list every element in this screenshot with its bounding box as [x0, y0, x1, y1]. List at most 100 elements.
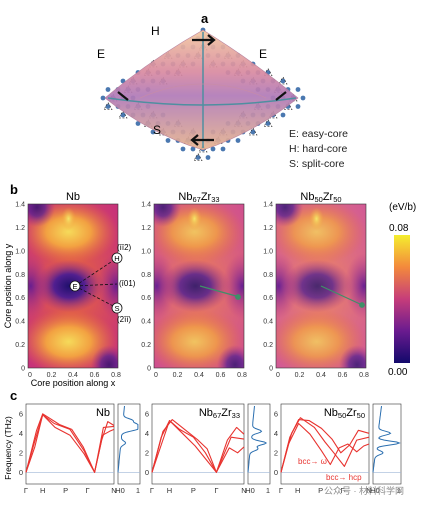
- nb-map-e-marker: E: [72, 282, 77, 291]
- map-x-tick: 0.8: [111, 372, 121, 379]
- legend-easy-core: E: easy-core: [289, 128, 348, 140]
- atom: [235, 138, 241, 143]
- map-basin-left: [276, 253, 299, 319]
- dos-frame: [247, 403, 271, 485]
- energy-maps: [27, 203, 367, 369]
- map-basin-corner: [154, 204, 181, 227]
- phonon-branch: [280, 417, 370, 473]
- map-cool-basin-center: [35, 259, 104, 313]
- k-point-label: Γ: [341, 486, 345, 495]
- lattice-triangle: [248, 127, 258, 136]
- atom: [180, 146, 186, 152]
- atom: [300, 95, 306, 101]
- map-basin-left: [28, 253, 51, 319]
- core-arrows: [117, 34, 287, 146]
- map-x-tick: 0.2: [295, 372, 305, 379]
- map-x-tick: 0.6: [338, 372, 348, 379]
- phonon-plot-title: Nb50Zr50: [324, 407, 365, 420]
- map-basin-corner: [91, 345, 118, 368]
- lattice-triangle: [118, 110, 128, 119]
- map-frame: [275, 203, 367, 369]
- k-point-label: P: [318, 486, 323, 495]
- phonon-plot: Nb Γ H P Γ NH0 1 6 4 2 0: [19, 403, 141, 495]
- atom: [105, 87, 111, 92]
- map-y-tick: 1.2: [263, 225, 273, 232]
- frequency-tick-label: 4: [145, 429, 149, 438]
- atom: [195, 155, 201, 160]
- energy-map: [28, 204, 118, 368]
- lattice-triangle: [283, 101, 293, 110]
- map-x-axis-label: Core position along x: [31, 378, 116, 388]
- dispersion-frame: [25, 403, 115, 485]
- lattice-triangle: [263, 118, 273, 127]
- map-y-tick: 1.4: [263, 202, 273, 209]
- annotation-bcc-hcp: bcc→ hcp: [326, 473, 362, 482]
- map-y-tick: 1.4: [141, 202, 151, 209]
- phonon-branch: [280, 422, 370, 473]
- panel-b-label: b: [10, 182, 18, 197]
- label-split-core: S: [153, 123, 161, 137]
- dos-tick-label: H0: [115, 486, 125, 495]
- atom: [135, 121, 141, 126]
- atom: [210, 146, 216, 152]
- annotation-bcc-omega: bcc→ ω: [298, 457, 327, 466]
- map-y-tick: 0.6: [263, 295, 273, 302]
- frequency-tick-label: 4: [274, 429, 278, 438]
- phonon-dos-curve: [117, 405, 139, 473]
- map-x-tick: 0.4: [68, 372, 78, 379]
- map-y-tick: 0.4: [141, 319, 151, 326]
- atom: [295, 87, 301, 92]
- legend-split-core: S: split-core: [289, 158, 345, 170]
- atom: [250, 129, 256, 135]
- label-hard-core: H: [151, 24, 160, 38]
- map-x-tick: 0: [276, 372, 280, 379]
- map-y-tick: 1.0: [141, 248, 151, 255]
- map-y-tick: 0.2: [141, 342, 151, 349]
- k-point-label: N: [111, 486, 116, 495]
- surface-contour: [139, 83, 267, 99]
- phonon-branch: [25, 413, 115, 473]
- k-point-label: H: [40, 486, 45, 495]
- k-point-label: Γ: [279, 486, 283, 495]
- map-y-tick: 0: [269, 366, 273, 373]
- map-yellow-tip: [309, 207, 324, 231]
- dos-frame: [372, 403, 402, 485]
- map-cool-basin-center: [283, 259, 352, 313]
- direction-112: (īī2): [117, 243, 132, 252]
- map-y-tick: 1.0: [15, 248, 25, 255]
- phonon-plot-title: Nb: [96, 407, 110, 419]
- phonon-branch: [151, 420, 245, 473]
- k-point-label: N: [241, 486, 246, 495]
- map-y-axis-label: Core position along y: [3, 243, 13, 328]
- map-basin-right: [222, 253, 244, 319]
- nb-map-annotations: E H S (īī2) (ī01) (2īī): [69, 243, 136, 324]
- map-y-tick: 0.2: [263, 342, 273, 349]
- map-y-tick: 1.2: [15, 225, 25, 232]
- k-point-label: P: [191, 486, 196, 495]
- label-easy-core-left: E: [97, 47, 105, 61]
- energy-surface: [104, 29, 299, 151]
- atom: [105, 104, 111, 109]
- alloy-path-arrows: [199, 285, 365, 308]
- nb-map-s-marker: S: [114, 304, 119, 313]
- map-basin-corner: [217, 345, 244, 368]
- phonon-plot-title: Nb67Zr33: [199, 407, 240, 420]
- k-point-label: H: [295, 486, 300, 495]
- k-point-label: P: [63, 486, 68, 495]
- map-y-tick: 0.6: [15, 295, 25, 302]
- colorbar-unit: (eV/b): [389, 202, 416, 213]
- map-basin-corner: [339, 345, 366, 368]
- lattice-triangle: [278, 76, 288, 85]
- legend-hard-core: H: hard-core: [289, 143, 348, 155]
- core-legend: E: easy-core H: hard-core S: split-core: [289, 128, 348, 170]
- map-frame: [27, 203, 119, 369]
- lattice-triangle: [193, 152, 203, 161]
- k-point-label: Γ: [24, 486, 28, 495]
- map-x-tick: 0.8: [237, 372, 247, 379]
- map-ticks: 1.4 1.2 1.0 0.8 0.6 0.4 0.2 00 0.2 0.4 0.6 0.8 1.4 1.…: [15, 202, 369, 380]
- atom: [205, 155, 211, 160]
- phonon-plot: Nb67Zr33 Γ H P Γ NH0 1 6 4 2 0: [145, 403, 271, 495]
- map-cool-basin-center: [161, 259, 230, 313]
- colorbar: (eV/b) 0.08 0.00: [388, 202, 416, 378]
- direction-101: (ī01): [119, 279, 136, 288]
